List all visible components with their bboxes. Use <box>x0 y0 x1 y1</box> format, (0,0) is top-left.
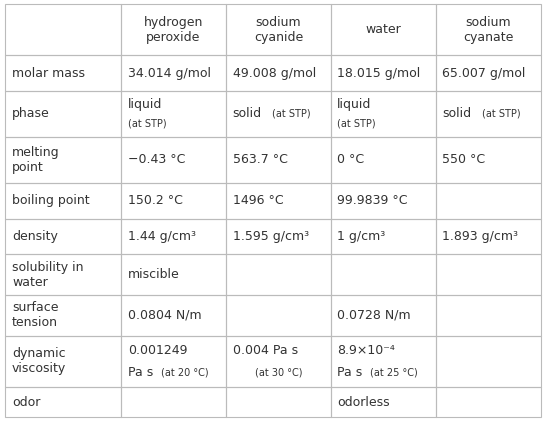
Text: density: density <box>12 230 58 243</box>
Bar <box>226 137 331 183</box>
Bar <box>436 387 541 417</box>
Text: 550 °C: 550 °C <box>442 153 485 167</box>
Bar <box>5 55 121 91</box>
Text: miscible: miscible <box>128 268 180 281</box>
Text: (at 20 °C): (at 20 °C) <box>161 368 209 377</box>
Text: 0.0728 N/m: 0.0728 N/m <box>337 309 411 322</box>
Bar <box>121 219 226 254</box>
Text: (at STP): (at STP) <box>482 109 520 119</box>
Bar <box>436 254 541 295</box>
Text: odorless: odorless <box>337 396 390 409</box>
Text: liquid: liquid <box>128 98 162 111</box>
Text: 34.014 g/mol: 34.014 g/mol <box>128 66 211 80</box>
Bar <box>121 55 226 91</box>
Text: molar mass: molar mass <box>12 66 85 80</box>
Bar <box>5 336 121 387</box>
Bar <box>226 295 331 336</box>
Text: 150.2 °C: 150.2 °C <box>128 194 182 207</box>
Bar <box>121 4 226 55</box>
Bar <box>5 183 121 219</box>
Bar <box>331 336 436 387</box>
Text: boiling point: boiling point <box>12 194 90 207</box>
Text: liquid: liquid <box>337 98 372 111</box>
Bar <box>5 4 121 55</box>
Bar <box>226 387 331 417</box>
Bar <box>121 295 226 336</box>
Text: 1.595 g/cm³: 1.595 g/cm³ <box>233 230 308 243</box>
Bar <box>226 4 331 55</box>
Text: (at STP): (at STP) <box>337 118 376 128</box>
Bar <box>331 254 436 295</box>
Bar <box>5 137 121 183</box>
Text: 1.44 g/cm³: 1.44 g/cm³ <box>128 230 195 243</box>
Bar <box>331 295 436 336</box>
Bar <box>331 219 436 254</box>
Bar <box>331 137 436 183</box>
Bar <box>331 4 436 55</box>
Bar <box>436 91 541 137</box>
Text: odor: odor <box>12 396 40 409</box>
Bar <box>436 183 541 219</box>
Text: melting
point: melting point <box>12 146 60 174</box>
Bar <box>436 336 541 387</box>
Text: sodium
cyanide: sodium cyanide <box>254 16 303 44</box>
Text: 0 °C: 0 °C <box>337 153 365 167</box>
Bar <box>331 55 436 91</box>
Bar <box>226 254 331 295</box>
Text: 0.0804 N/m: 0.0804 N/m <box>128 309 201 322</box>
Bar <box>121 336 226 387</box>
Text: surface
tension: surface tension <box>12 302 58 329</box>
Text: 1.893 g/cm³: 1.893 g/cm³ <box>442 230 518 243</box>
Bar <box>5 91 121 137</box>
Bar <box>226 219 331 254</box>
Bar <box>121 183 226 219</box>
Bar <box>331 183 436 219</box>
Bar <box>436 219 541 254</box>
Text: phase: phase <box>12 107 50 121</box>
Text: (at STP): (at STP) <box>272 109 311 119</box>
Text: −0.43 °C: −0.43 °C <box>128 153 185 167</box>
Bar <box>436 4 541 55</box>
Text: 49.008 g/mol: 49.008 g/mol <box>233 66 316 80</box>
Text: dynamic
viscosity: dynamic viscosity <box>12 347 66 375</box>
Text: hydrogen
peroxide: hydrogen peroxide <box>144 16 203 44</box>
Text: water: water <box>365 23 401 36</box>
Text: 563.7 °C: 563.7 °C <box>233 153 287 167</box>
Text: 0.004 Pa s: 0.004 Pa s <box>233 344 298 357</box>
Bar <box>226 55 331 91</box>
Text: 18.015 g/mol: 18.015 g/mol <box>337 66 420 80</box>
Bar <box>436 137 541 183</box>
Text: (at STP): (at STP) <box>128 118 167 128</box>
Bar <box>121 137 226 183</box>
Bar <box>226 91 331 137</box>
Bar <box>331 387 436 417</box>
Bar <box>226 183 331 219</box>
Bar <box>5 254 121 295</box>
Text: (at 25 °C): (at 25 °C) <box>370 368 418 377</box>
Bar <box>5 295 121 336</box>
Text: 1496 °C: 1496 °C <box>233 194 283 207</box>
Text: 8.9×10⁻⁴: 8.9×10⁻⁴ <box>337 344 395 357</box>
Text: Pa s: Pa s <box>337 366 363 379</box>
Text: 0.001249: 0.001249 <box>128 344 187 357</box>
Bar <box>121 387 226 417</box>
Text: Pa s: Pa s <box>128 366 153 379</box>
Text: solubility in
water: solubility in water <box>12 261 84 289</box>
Text: solid: solid <box>233 107 262 121</box>
Bar <box>121 91 226 137</box>
Bar <box>5 387 121 417</box>
Text: 65.007 g/mol: 65.007 g/mol <box>442 66 526 80</box>
Text: solid: solid <box>442 107 471 121</box>
Bar <box>436 55 541 91</box>
Bar <box>226 336 331 387</box>
Bar <box>121 254 226 295</box>
Bar <box>331 91 436 137</box>
Text: 1 g/cm³: 1 g/cm³ <box>337 230 385 243</box>
Text: sodium
cyanate: sodium cyanate <box>463 16 513 44</box>
Text: (at 30 °C): (at 30 °C) <box>254 368 302 377</box>
Bar <box>436 295 541 336</box>
Text: 99.9839 °C: 99.9839 °C <box>337 194 408 207</box>
Bar <box>5 219 121 254</box>
